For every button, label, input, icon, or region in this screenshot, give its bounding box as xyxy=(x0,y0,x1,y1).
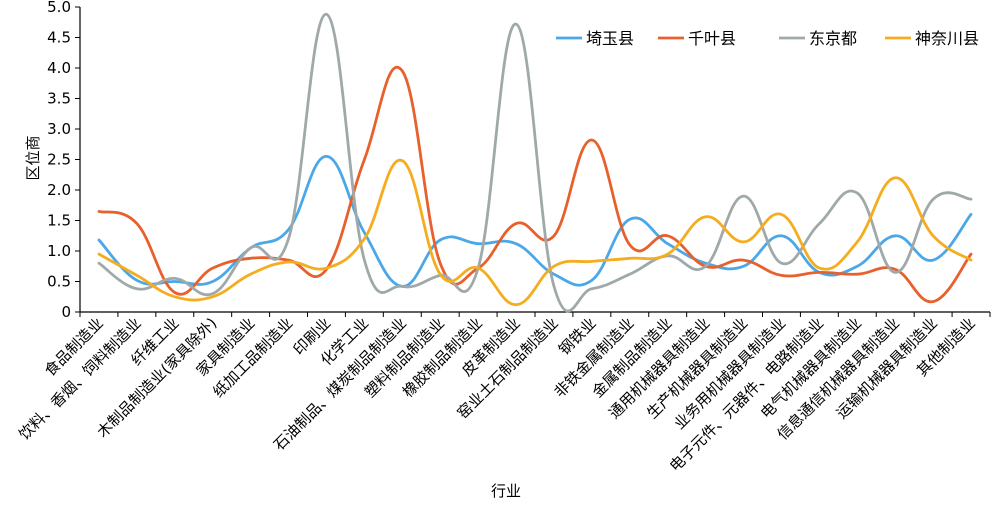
series-line-4 xyxy=(97,159,973,307)
series-line-1 xyxy=(97,154,973,288)
series-line-2 xyxy=(97,66,973,304)
x-axis-label: 行业 xyxy=(491,482,521,500)
y-tick-label: 2.5 xyxy=(47,151,71,169)
legend-label: 埼玉县 xyxy=(586,29,634,48)
legend-label: 东京都 xyxy=(809,29,857,48)
y-tick-label: 3.5 xyxy=(47,90,71,108)
x-axis-ticks: 食品制造业饮料、香烟、饲料制造业纤维工业木制品制造业(家具除外)家具制造业纸加工… xyxy=(15,312,991,475)
y-tick-label: 5.0 xyxy=(47,0,71,16)
y-tick-label: 3.0 xyxy=(47,120,71,138)
y-axis-label: 区位商 xyxy=(24,135,42,180)
legend: 埼玉县 千叶县 东京都 神奈川县 xyxy=(556,29,979,48)
legend-label: 千叶县 xyxy=(688,29,736,48)
y-tick-label: 4.0 xyxy=(47,59,71,77)
y-tick-label: 4.5 xyxy=(47,29,71,47)
series-line-3 xyxy=(97,12,973,313)
y-tick-label: 1.0 xyxy=(47,242,71,260)
y-tick-label: 1.5 xyxy=(47,212,71,230)
series-lines xyxy=(97,12,973,313)
y-axis-ticks: 0 0.5 1.0 1.5 2.0 2.5 3.0 3.5 4.0 4.5 5.0 xyxy=(47,0,80,321)
legend-label: 神奈川县 xyxy=(915,29,979,48)
y-tick-label: 2.0 xyxy=(47,181,71,199)
y-tick-label: 0.5 xyxy=(47,273,71,291)
y-tick-label: 0 xyxy=(61,303,71,321)
